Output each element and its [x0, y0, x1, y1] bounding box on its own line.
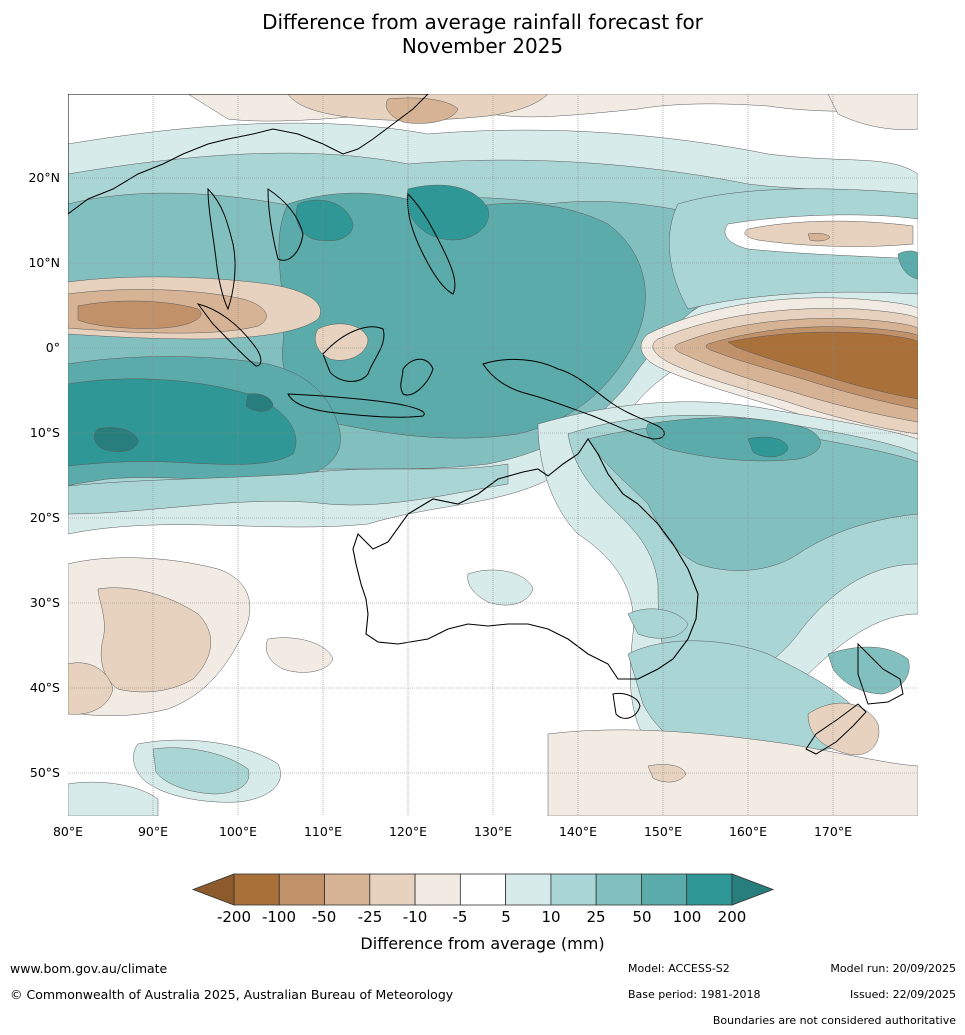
colorbar-segment [459, 873, 507, 906]
colorbar-segment [369, 873, 416, 906]
colorbar-segment [414, 873, 461, 906]
lat-label-50s: 50°S [29, 765, 60, 780]
cbar-label: -10 [402, 908, 428, 926]
colorbar-low-arrow [191, 873, 235, 906]
colorbar-segment [550, 873, 597, 906]
map-title: Difference from average rainfall forecas… [0, 10, 965, 58]
cbar-label: 100 [672, 908, 702, 926]
lat-label-equator: 0° [45, 340, 60, 355]
title-line-2: November 2025 [401, 34, 564, 58]
lon-label-160e: 160°E [728, 824, 767, 839]
lat-label-40s: 40°S [29, 680, 60, 695]
cbar-label: -200 [216, 908, 252, 926]
cbar-label: -5 [452, 908, 468, 926]
cbar-label: 25 [586, 908, 606, 926]
website-link[interactable]: www.bom.gov.au/climate [10, 961, 168, 976]
colorbar-segment [324, 873, 371, 906]
colorbar-segment [505, 873, 552, 906]
lon-label-140e: 140°E [558, 824, 597, 839]
cbar-label: -50 [311, 908, 337, 926]
colorbar-segment [686, 873, 733, 906]
lon-label-170e: 170°E [813, 824, 852, 839]
lon-label-80e: 80°E [52, 824, 84, 839]
cbar-label: 50 [632, 908, 652, 926]
title-line-1: Difference from average rainfall forecas… [262, 10, 703, 34]
lon-label-110e: 110°E [303, 824, 342, 839]
map-canvas [68, 94, 918, 816]
colorbar-segment [233, 873, 280, 906]
lat-label-10n: 10°N [28, 255, 60, 270]
lat-label-10s: 10°S [29, 425, 60, 440]
lon-label-150e: 150°E [643, 824, 682, 839]
rainfall-anomaly-map [68, 94, 918, 816]
lon-label-130e: 130°E [473, 824, 512, 839]
lat-label-20n: 20°N [28, 170, 60, 185]
issued-text: Issued: 22/09/2025 [849, 988, 956, 1001]
cbar-label: -25 [357, 908, 383, 926]
cbar-label: -100 [261, 908, 297, 926]
base-period-text: Base period: 1981-2018 [628, 988, 761, 1001]
model-text: Model: ACCESS-S2 [628, 962, 730, 975]
colorbar-segments [233, 873, 733, 906]
colorbar-segment [595, 873, 642, 906]
copyright-text: © Commonwealth of Australia 2025, Austra… [10, 987, 454, 1002]
model-run-text: Model run: 20/09/2025 [830, 962, 956, 975]
colorbar-title: Difference from average (mm) [360, 934, 605, 953]
lon-label-90e: 90°E [137, 824, 169, 839]
colorbar-segment [278, 873, 325, 906]
lat-label-30s: 30°S [29, 595, 60, 610]
cbar-label: 200 [717, 908, 747, 926]
cbar-label: 5 [501, 908, 511, 926]
lat-label-20s: 20°S [29, 510, 60, 525]
colorbar-high-arrow [731, 873, 775, 906]
boundaries-note: Boundaries are not considered authoritat… [712, 1014, 956, 1027]
colorbar [191, 873, 775, 906]
cbar-label: 10 [541, 908, 561, 926]
lon-label-120e: 120°E [388, 824, 427, 839]
colorbar-segment [641, 873, 688, 906]
lon-label-100e: 100°E [218, 824, 257, 839]
